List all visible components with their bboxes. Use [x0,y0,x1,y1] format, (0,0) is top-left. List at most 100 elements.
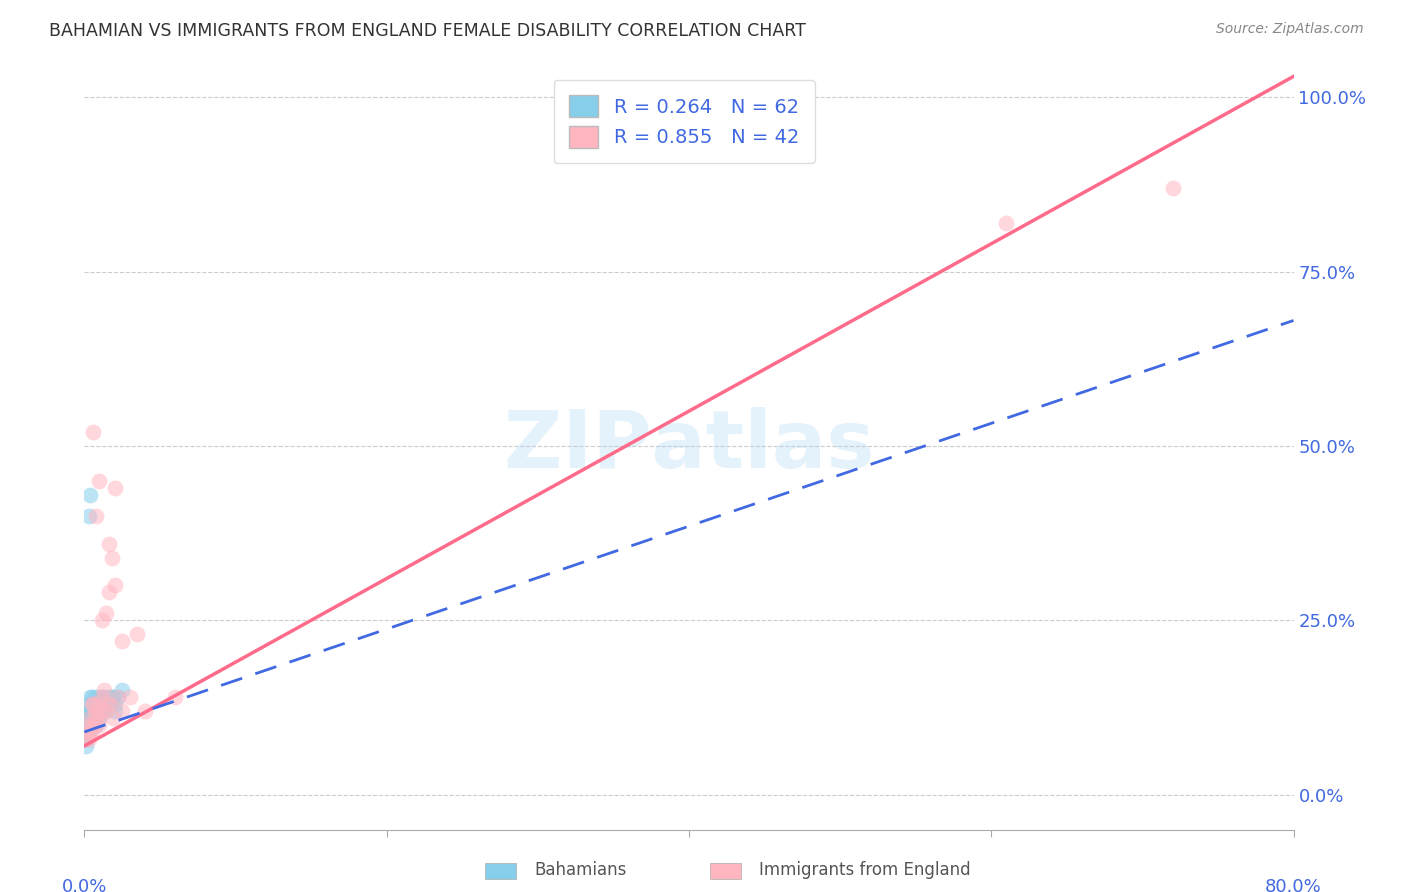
Point [98,697,121,711]
Point [87,697,110,711]
Point [86,690,108,704]
Point [82,704,104,718]
Point [79,711,101,725]
Point [75,718,97,732]
Point [90,697,112,711]
Point [80,690,103,704]
Point [104,704,127,718]
Point [87,697,110,711]
Point [101,711,124,725]
Point [84,718,107,732]
Point [82,704,104,718]
Point [77,725,100,739]
Text: ZIP​atlas: ZIP​atlas [503,407,875,485]
Point [89,711,111,725]
Point [94,704,117,718]
Point [84,704,107,718]
Point [104,481,127,495]
Text: Immigrants from England: Immigrants from England [759,861,972,879]
Point [80,718,103,732]
Point [79,718,101,732]
Legend: R = 0.264   N = 62, R = 0.855   N = 42: R = 0.264 N = 62, R = 0.855 N = 42 [554,79,814,163]
Point [90,704,112,718]
Point [104,578,127,592]
Point [82,697,104,711]
Point [111,634,134,648]
Point [87,711,110,725]
Point [76,725,98,739]
Point [79,704,101,718]
Point [98,697,121,711]
Point [89,704,111,718]
Point [77,697,100,711]
Point [76,725,98,739]
Point [93,683,115,698]
Text: Source: ZipAtlas.com: Source: ZipAtlas.com [1216,22,1364,37]
Point [79,725,101,739]
Point [82,697,104,711]
Point [76,731,98,746]
Point [79,725,101,739]
Point [89,718,111,732]
Point [101,690,124,704]
Point [87,704,110,718]
Point [89,697,111,711]
Point [79,488,101,502]
Point [118,690,141,704]
Point [80,697,103,711]
Point [165,690,187,704]
Point [91,690,114,704]
Text: Bahamians: Bahamians [534,861,627,879]
Text: BAHAMIAN VS IMMIGRANTS FROM ENGLAND FEMALE DISABILITY CORRELATION CHART: BAHAMIAN VS IMMIGRANTS FROM ENGLAND FEMA… [49,22,806,40]
Point [82,697,104,711]
Point [93,690,115,704]
Point [111,704,134,718]
Point [96,697,118,711]
Point [75,731,97,746]
Point [84,711,107,725]
Point [107,690,129,704]
Point [107,690,129,704]
Text: 0.0%: 0.0% [62,879,107,892]
Point [80,704,103,718]
Point [94,704,117,718]
Point [91,690,114,704]
Point [77,718,100,732]
Point [77,508,100,523]
Point [127,627,149,641]
Point [79,704,101,718]
Point [77,731,100,746]
Point [100,550,122,565]
Point [82,711,104,725]
Point [86,704,108,718]
Point [90,690,112,704]
Point [1161,181,1184,195]
Point [94,607,117,621]
Point [94,697,117,711]
Point [75,739,97,753]
Point [86,711,108,725]
Point [97,536,120,550]
Point [76,718,98,732]
Point [91,613,114,627]
Point [77,704,100,718]
Point [134,704,156,718]
Point [97,690,120,704]
Point [82,425,104,439]
Point [86,697,108,711]
Point [76,718,98,732]
Point [77,718,100,732]
Point [104,697,127,711]
Point [86,508,108,523]
Point [76,711,98,725]
Point [80,725,103,739]
Point [111,683,134,698]
Point [80,697,103,711]
Point [84,697,107,711]
Point [84,704,107,718]
Point [82,718,104,732]
Point [89,474,111,488]
Point [86,718,108,732]
Point [79,690,101,704]
Point [96,697,118,711]
